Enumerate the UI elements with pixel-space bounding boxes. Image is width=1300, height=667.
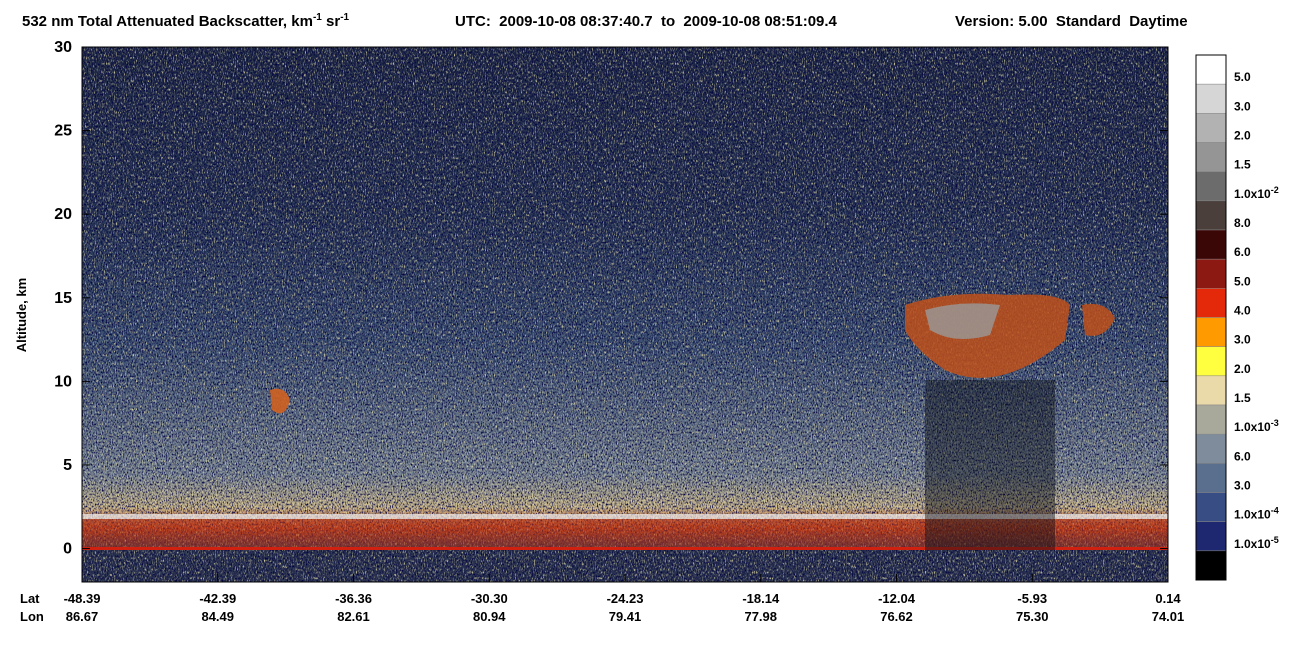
colorbar-label: 5.0	[1234, 274, 1251, 288]
lon-label: 77.98	[744, 609, 777, 624]
lon-label: 82.61	[337, 609, 370, 624]
colorbar-swatch	[1195, 113, 1227, 143]
colorbar-swatch	[1195, 229, 1227, 260]
colorbar-label: 4.0	[1234, 304, 1251, 318]
colorbar-label: 3.0	[1234, 479, 1251, 493]
colorbar-swatch	[1195, 200, 1227, 231]
y-tick-label: 5	[63, 457, 72, 474]
colorbar-label: 2.0	[1234, 129, 1251, 143]
lat-label: -5.93	[1017, 591, 1047, 606]
lat-label: 0.14	[1155, 591, 1181, 606]
colorbar-swatch	[1195, 433, 1227, 464]
colorbar-swatch	[1195, 404, 1227, 435]
colorbar-swatch	[1195, 258, 1227, 289]
y-tick-label: 10	[54, 373, 72, 390]
lat-label: -12.04	[878, 591, 916, 606]
colorbar-label: 3.0	[1234, 333, 1251, 347]
colorbar-label: 3.0	[1234, 99, 1251, 113]
colorbar-label-exp: -5	[1271, 535, 1279, 545]
y-tick-label: 20	[54, 206, 72, 223]
colorbar-label: 6.0	[1234, 245, 1251, 259]
lon-label: 75.30	[1016, 609, 1049, 624]
colorbar-swatch	[1195, 463, 1227, 493]
colorbar-swatch	[1195, 83, 1227, 114]
colorbar-label-exp: -4	[1271, 506, 1279, 516]
colorbar-label-exp: -2	[1271, 185, 1279, 195]
colorbar-swatch	[1195, 550, 1227, 581]
colorbar-swatch	[1195, 288, 1227, 318]
lon-label: 86.67	[66, 609, 99, 624]
title-version: Version: 5.00 Standard Daytime	[955, 13, 1188, 30]
lon-label: 76.62	[880, 609, 913, 624]
y-tick-label: 0	[63, 541, 72, 558]
colorbar-label-base: 1.0x10	[1234, 537, 1271, 551]
y-tick-label: 30	[54, 39, 72, 56]
colorbar-label-base: 1.0x10	[1234, 508, 1271, 522]
colorbar-swatch	[1195, 54, 1227, 85]
colorbar-label: 5.0	[1234, 70, 1251, 84]
colorbar-swatch	[1195, 492, 1227, 522]
title-time: UTC: 2009-10-08 08:37:40.7 to 2009-10-08…	[455, 13, 838, 30]
colorbar-label: 8.0	[1234, 216, 1251, 230]
colorbar-label-base: 1.0x10	[1234, 420, 1271, 434]
colorbar-swatch	[1195, 142, 1227, 172]
colorbar-label: 1.0x10-5	[1234, 535, 1279, 551]
lon-label: 79.41	[609, 609, 642, 624]
y-tick-label: 15	[54, 290, 72, 307]
colorbar-label-exp: -3	[1271, 418, 1279, 428]
y-axis-label: Altitude, km	[14, 278, 29, 352]
colorbar-label: 1.5	[1234, 158, 1251, 172]
x-row-label: Lon	[20, 609, 44, 624]
title-exp: -1	[313, 12, 322, 23]
title-exp: -1	[340, 12, 349, 23]
colorbar-swatch	[1195, 317, 1227, 347]
y-tick-label: 25	[54, 123, 72, 140]
colorbar-label: 2.0	[1234, 362, 1251, 376]
colorbar-label: 1.5	[1234, 391, 1251, 405]
lat-label: -30.30	[471, 591, 508, 606]
lat-label: -24.23	[607, 591, 644, 606]
lat-label: -42.39	[199, 591, 236, 606]
lon-label: 80.94	[473, 609, 506, 624]
lat-label: -48.39	[64, 591, 101, 606]
colorbar-swatch	[1195, 171, 1227, 202]
colorbar-swatch	[1195, 521, 1227, 552]
colorbar-label: 6.0	[1234, 449, 1251, 463]
colorbar-swatch	[1195, 375, 1227, 406]
colorbar: 5.03.02.01.51.0x10-28.06.05.04.03.02.01.…	[1195, 54, 1279, 581]
chart-title: 532 nm Total Attenuated Backscatter, km-…	[22, 12, 1188, 30]
colorbar-frame	[1195, 54, 1227, 581]
lon-label: 84.49	[201, 609, 234, 624]
lat-label: -18.14	[742, 591, 780, 606]
colorbar-swatch	[1195, 346, 1227, 377]
lon-label: 74.01	[1152, 609, 1185, 624]
colorbar-label: 1.0x10-3	[1234, 418, 1279, 434]
lat-label: -36.36	[335, 591, 372, 606]
colorbar-label-base: 1.0x10	[1234, 187, 1271, 201]
backscatter-image	[82, 47, 1168, 582]
x-row-label: Lat	[20, 591, 40, 606]
title-unit: sr	[322, 13, 341, 30]
title-main: 532 nm Total Attenuated Backscatter, km	[22, 13, 313, 30]
colorbar-label: 1.0x10-2	[1234, 185, 1279, 201]
colorbar-label: 1.0x10-4	[1234, 506, 1279, 522]
